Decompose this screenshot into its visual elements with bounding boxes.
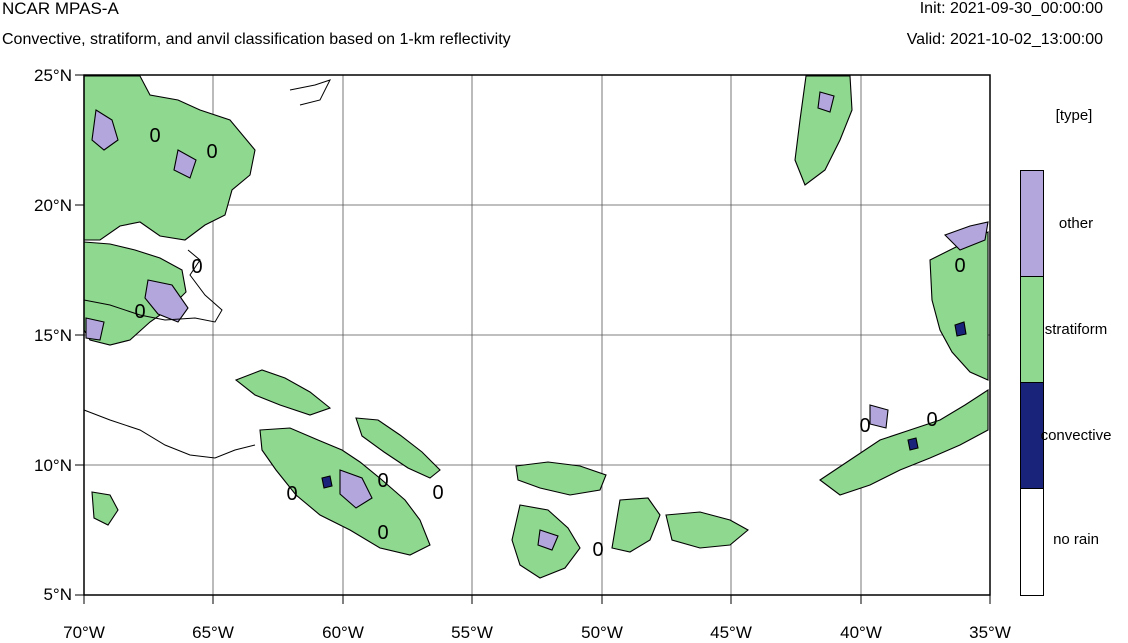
contour-label: 0 bbox=[592, 539, 603, 561]
region-central-north bbox=[355, 417, 441, 479]
precip-regions bbox=[83, 75, 989, 579]
contour-label: 0 bbox=[377, 470, 388, 492]
contour-left bbox=[83, 409, 256, 459]
region-ne-other bbox=[817, 91, 835, 113]
region-ne bbox=[794, 75, 853, 186]
region-nw-upper bbox=[83, 75, 256, 241]
x-label-60w: 60°W bbox=[322, 623, 364, 642]
plot-title: NCAR MPAS-A bbox=[2, 0, 119, 18]
contour-label: 0 bbox=[149, 125, 160, 147]
y-label-10n: 10°N bbox=[34, 456, 72, 475]
contour-labels: 0 0 0 0 0 0 0 0 0 0 0 0 bbox=[134, 125, 965, 561]
x-label-65w: 65°W bbox=[192, 623, 234, 642]
x-label-70w: 70°W bbox=[63, 623, 105, 642]
legend-title: [type] bbox=[1055, 107, 1093, 124]
contour-label: 0 bbox=[286, 483, 297, 505]
contour-label: 0 bbox=[432, 482, 443, 504]
region-central-conv bbox=[321, 475, 333, 489]
contour-nw-top bbox=[289, 79, 331, 106]
valid-time: Valid: 2021-10-02_13:00:00 bbox=[906, 31, 1103, 48]
region-central-mid bbox=[515, 461, 607, 496]
legend-swatch-other bbox=[1020, 170, 1044, 277]
x-label-45w: 45°W bbox=[710, 623, 752, 642]
x-label-50w: 50°W bbox=[581, 623, 623, 642]
legend-label-no-rain: no rain bbox=[1053, 531, 1099, 548]
region-central-east bbox=[611, 497, 661, 553]
x-label-40w: 40°W bbox=[840, 623, 882, 642]
contour-label: 0 bbox=[859, 415, 870, 437]
region-nw-upper-other bbox=[91, 109, 119, 151]
region-nw-mid-other2 bbox=[85, 317, 105, 341]
init-time: Init: 2021-09-30_00:00:00 bbox=[919, 0, 1103, 17]
region-east-main bbox=[819, 388, 989, 496]
axis-ticks bbox=[75, 74, 991, 604]
y-label-15n: 15°N bbox=[34, 326, 72, 345]
region-nw-upper-other2 bbox=[173, 149, 197, 179]
legend-label-convective: convective bbox=[1040, 427, 1112, 444]
contour-label: 0 bbox=[191, 256, 202, 278]
contour-label: 0 bbox=[134, 301, 145, 323]
y-label-25n: 25°N bbox=[34, 66, 72, 85]
x-label-55w: 55°W bbox=[451, 623, 493, 642]
region-central-main-other bbox=[339, 469, 373, 509]
plot-subtitle: Convective, stratiform, and anvil classi… bbox=[2, 31, 511, 48]
legend-swatch-convective bbox=[1020, 382, 1044, 489]
region-east-upper-conv bbox=[954, 321, 967, 337]
region-central-west bbox=[234, 369, 332, 416]
contour-label: 0 bbox=[377, 522, 388, 544]
contour-label: 0 bbox=[926, 409, 937, 431]
legend-label-other: other bbox=[1058, 215, 1094, 232]
region-nw-mid-other bbox=[144, 279, 189, 323]
region-central-south-other bbox=[537, 529, 559, 551]
contour-label: 0 bbox=[954, 255, 965, 277]
legend-swatch-stratiform bbox=[1020, 276, 1044, 383]
contour-nw bbox=[83, 249, 223, 323]
region-left-small bbox=[91, 491, 119, 526]
region-central-east2 bbox=[665, 511, 749, 549]
y-label-20n: 20°N bbox=[34, 196, 72, 215]
legend-label-stratiform: stratiform bbox=[1044, 321, 1108, 338]
region-east-other bbox=[869, 404, 889, 429]
contour-label: 0 bbox=[206, 141, 217, 163]
region-east-conv bbox=[907, 437, 919, 451]
region-east-upper-other bbox=[943, 221, 989, 251]
y-label-5n: 5°N bbox=[43, 585, 72, 604]
x-label-35w: 35°W bbox=[969, 623, 1011, 642]
zero-contours bbox=[83, 79, 331, 459]
legend-swatch-no-rain bbox=[1020, 488, 1044, 596]
